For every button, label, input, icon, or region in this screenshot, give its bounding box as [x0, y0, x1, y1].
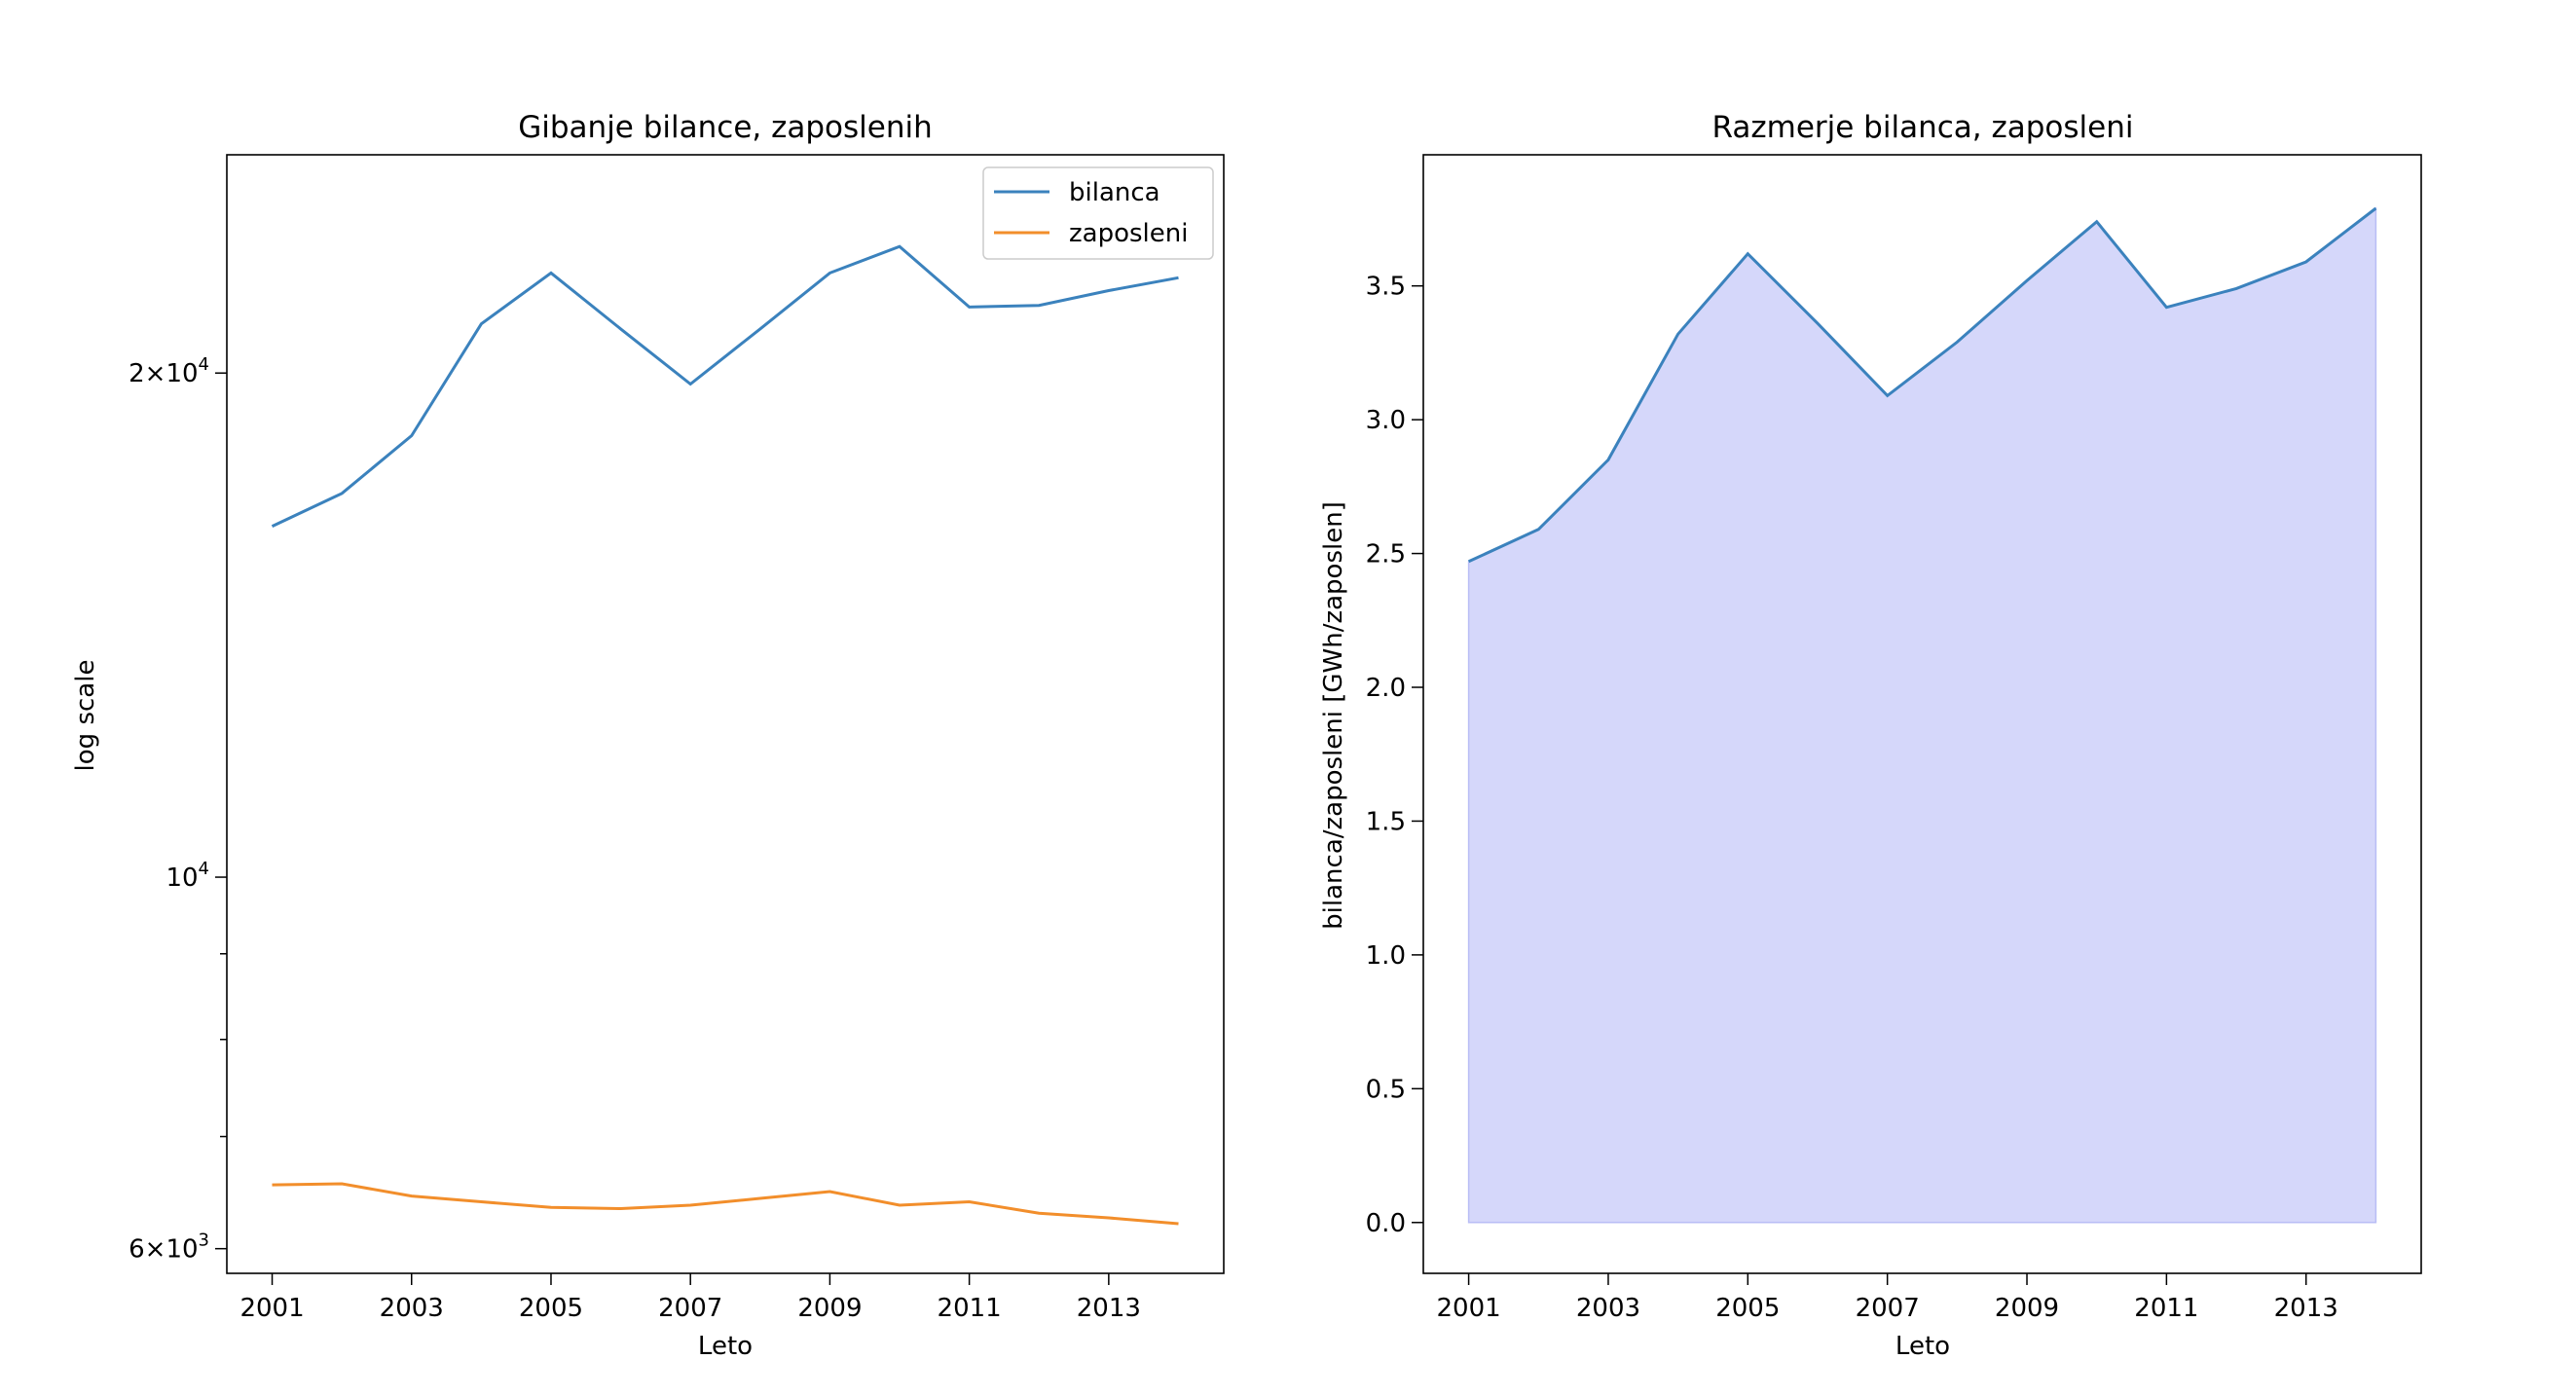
left-x-axis-label: Leto	[698, 1332, 753, 1361]
right-x-tick-label: 2011	[2134, 1294, 2198, 1323]
chart-ratio-area: Razmerje bilanca, zaposleni 0.0 0.5 1.0 1.5…	[1319, 110, 2422, 1361]
left-x-tick-label: 2009	[797, 1294, 862, 1323]
right-y-tick-label: 3.5	[1366, 273, 1406, 302]
left-plot-area: 6×103 104 2×104 2001 2003 2005 2007 2009 2011 201…	[129, 154, 1225, 1323]
left-x-tick-label: 2005	[519, 1294, 583, 1323]
left-x-tick-label: 2003	[380, 1294, 444, 1323]
right-y-tick-label: 3.0	[1366, 406, 1406, 435]
left-x-tick-label: 2013	[1077, 1294, 1141, 1323]
left-y-tick-label: 104	[166, 859, 209, 893]
left-x-tick-label: 2011	[938, 1294, 1002, 1323]
left-y-axis-label: log scale	[71, 660, 100, 772]
series-line-zaposleni	[272, 1182, 1179, 1226]
right-x-tick-label: 2007	[1856, 1294, 1920, 1323]
right-y-tick-label: 0.5	[1366, 1075, 1406, 1104]
right-y-tick-label: 2.0	[1366, 674, 1406, 703]
legend-label-zaposleni: zaposleni	[1069, 219, 1188, 248]
ratio-line	[1467, 206, 2377, 564]
right-chart-title: Razmerje bilanca, zaposleni	[1712, 110, 2134, 145]
right-y-axis-label: bilanca/zaposleni [GWh/zaposlen]	[1319, 501, 1348, 930]
right-x-tick-label: 2009	[1995, 1294, 2059, 1323]
right-y-tick-label: 1.5	[1366, 807, 1406, 836]
right-x-tick-label: 2003	[1576, 1294, 1640, 1323]
right-x-tick-label: 2013	[2274, 1294, 2338, 1323]
right-x-tick-label: 2001	[1437, 1294, 1501, 1323]
left-x-tick-label: 2007	[658, 1294, 722, 1323]
right-x-tick-label: 2005	[1715, 1294, 1780, 1323]
left-chart-title: Gibanje bilance, zaposlenih	[518, 110, 933, 145]
right-y-tick-label: 0.0	[1366, 1209, 1406, 1238]
legend-label-bilanca: bilanca	[1069, 178, 1160, 207]
left-y-tick-label: 6×103	[129, 1231, 209, 1265]
right-y-tick-label: 2.5	[1366, 540, 1406, 569]
right-plot-frame	[1422, 154, 2422, 1274]
right-x-axis-label: Leto	[1895, 1332, 1950, 1361]
ratio-area-fill	[1467, 206, 2377, 1224]
left-x-tick-label: 2001	[239, 1294, 304, 1323]
right-plot-area: 0.0 0.5 1.0 1.5 2.0 2.5 3.0 3.5 2001 2003 2005 2007…	[1366, 154, 2422, 1323]
chart-log-scale-trends: Gibanje bilance, zaposlenih 6×103 104 2×10…	[71, 110, 1225, 1361]
left-plot-frame	[226, 154, 1225, 1274]
series-line-bilanca	[271, 244, 1179, 528]
legend: bilanca zaposleni	[982, 166, 1214, 260]
right-y-tick-label: 1.0	[1366, 941, 1406, 971]
left-y-tick-label: 2×104	[129, 354, 209, 388]
